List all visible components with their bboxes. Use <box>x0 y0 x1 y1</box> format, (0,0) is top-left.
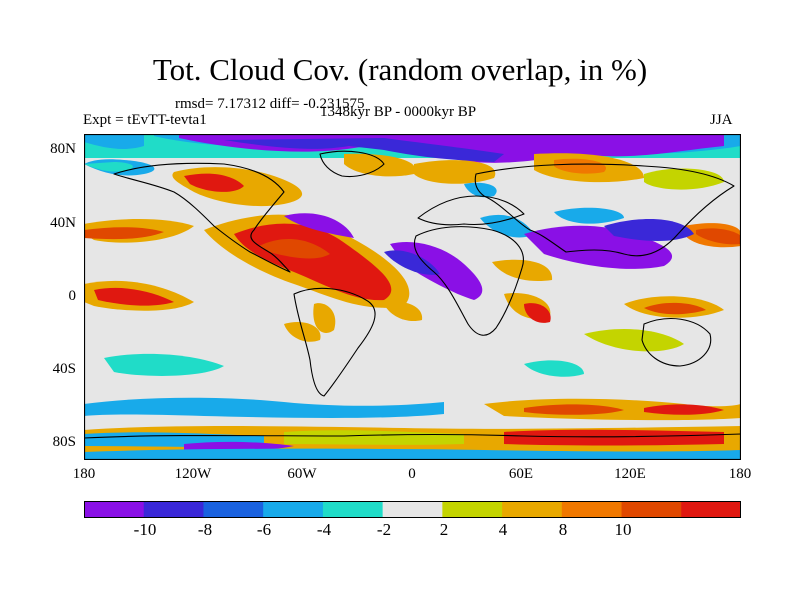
colorbar-swatch <box>263 501 324 518</box>
australia-outline <box>641 318 712 367</box>
colorbar-swatches <box>84 501 741 518</box>
colorbar-swatch <box>203 501 264 518</box>
coastline-outlines <box>84 150 741 439</box>
lon-label-120e: 120E <box>614 466 646 482</box>
antarctica-outline <box>84 433 741 439</box>
colorbar-swatch <box>143 501 204 518</box>
lat-label-80s: 80S <box>52 434 76 450</box>
colorbar-swatch <box>561 501 623 518</box>
period-label: 1348kyr BP - 0000kyr BP <box>320 104 477 120</box>
colorbar-label-5: -2 <box>376 520 392 539</box>
africa-outline <box>414 226 524 336</box>
lon-label-0: 0 <box>408 466 416 482</box>
lon-label-180w: 180 <box>72 466 96 482</box>
season-label: JJA <box>710 112 733 128</box>
colorbar-label-2: -8 <box>197 520 213 539</box>
colorbar-swatch <box>502 501 563 518</box>
colorbar-label-7: 4 <box>498 520 508 539</box>
colorbar-frame <box>84 501 741 518</box>
lat-label-40s: 40S <box>52 361 76 377</box>
europe-outline <box>417 195 525 226</box>
lon-label-120w: 120W <box>174 466 212 482</box>
map-frame <box>84 134 741 460</box>
lat-label-40n: 40N <box>50 215 76 231</box>
cloud-cover-map <box>84 134 741 460</box>
colorbar-swatch <box>84 501 145 518</box>
colorbar-swatch <box>382 501 443 518</box>
north-america-outline <box>113 162 291 273</box>
greenland-outline <box>319 150 385 178</box>
lon-label-60w: 60W <box>287 466 317 482</box>
colorbar <box>84 501 741 518</box>
colorbar-label-8: 8 <box>558 520 568 539</box>
colorbar-swatch <box>442 501 503 518</box>
tropical-anomalies <box>84 213 724 342</box>
colorbar-label-1: -10 <box>133 520 157 539</box>
colorbar-label-4: -4 <box>316 520 332 539</box>
lon-label-180e: 180 <box>728 466 752 482</box>
colorbar-swatch <box>322 501 384 518</box>
asia-outline <box>474 163 735 257</box>
south-america-outline <box>293 287 376 397</box>
northern-midlatitude-anomalies <box>84 153 741 248</box>
lat-label-80n: 80N <box>50 141 76 157</box>
colorbar-label-6: 2 <box>439 520 449 539</box>
colorbar-swatch <box>621 501 682 518</box>
southern-anomalies <box>84 329 741 460</box>
colorbar-label-3: -6 <box>256 520 272 539</box>
map-title: Tot. Cloud Cov. (random overlap, in %) <box>152 52 648 87</box>
lon-label-60e: 60E <box>508 466 534 482</box>
stats-text: rmsd= 7.17312 diff= -0.231575 <box>175 96 365 112</box>
colorbar-swatch <box>681 501 741 518</box>
colorbar-label-9: 10 <box>614 520 632 539</box>
lat-label-0: 0 <box>68 288 77 304</box>
experiment-label: Expt = tEvTT-tevta1 <box>83 112 207 128</box>
